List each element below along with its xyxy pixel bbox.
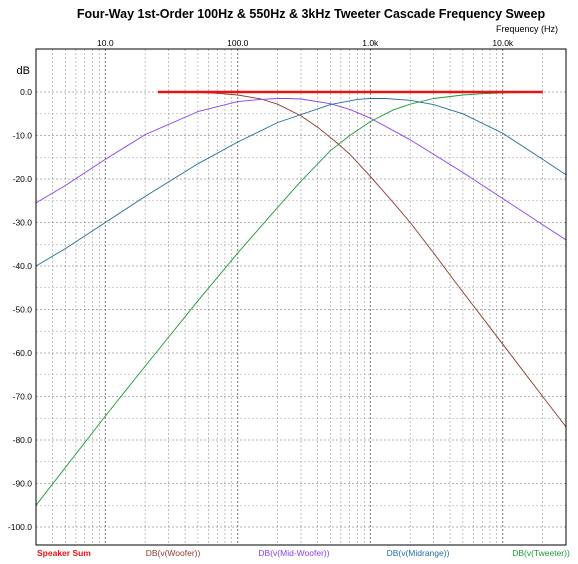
y-axis-ticks: 0.0 -10.0 -20.0 -30.0 -40.0 -50.0 -60.0 -70.0 -8… xyxy=(8,87,32,532)
y-tick-label: -20.0 xyxy=(13,174,33,184)
chart-title: Four-Way 1st-Order 100Hz & 550Hz & 3kHz … xyxy=(77,7,546,21)
series-line-3 xyxy=(35,98,567,241)
y-tick-label: -90.0 xyxy=(13,479,33,489)
x-axis-ticks: 10.0 100.0 1.0k 10.0k xyxy=(97,38,514,48)
legend: Speaker Sum DB(v(Woofer)) DB(v(Mid-Woofer)… xyxy=(37,548,570,558)
y-tick-label: -40.0 xyxy=(13,261,33,271)
x-tick-label: 1.0k xyxy=(362,38,379,48)
legend-item-4: DB(v(Midrange)) xyxy=(387,548,450,558)
series-line-5 xyxy=(35,91,543,506)
plot-frame xyxy=(35,48,567,546)
data-series xyxy=(35,90,567,506)
x-axis-label: Frequency (Hz) xyxy=(496,24,558,34)
y-tick-label: -10.0 xyxy=(13,131,33,141)
x-tick-label: 10.0 xyxy=(97,38,114,48)
y-tick-label: -50.0 xyxy=(13,305,33,315)
legend-item-5: DB(v(Tweeter)) xyxy=(512,548,570,558)
y-tick-label: 0.0 xyxy=(20,87,32,97)
grid-lines xyxy=(35,49,567,545)
x-tick-label: 100.0 xyxy=(227,38,249,48)
legend-item-1: Speaker Sum xyxy=(37,548,91,558)
x-tick-label: 10.0k xyxy=(492,38,514,48)
y-tick-label: -30.0 xyxy=(13,218,33,228)
legend-item-2: DB(v(Woofer)) xyxy=(146,548,201,558)
y-axis-label: dB xyxy=(17,65,30,77)
y-tick-label: -100.0 xyxy=(8,522,32,532)
y-tick-label: -70.0 xyxy=(13,392,33,402)
y-tick-label: -80.0 xyxy=(13,435,33,445)
y-tick-label: -60.0 xyxy=(13,348,33,358)
series-line-4 xyxy=(35,98,567,267)
legend-item-3: DB(v(Mid-Woofer)) xyxy=(258,548,329,558)
series-line-2 xyxy=(157,91,567,428)
